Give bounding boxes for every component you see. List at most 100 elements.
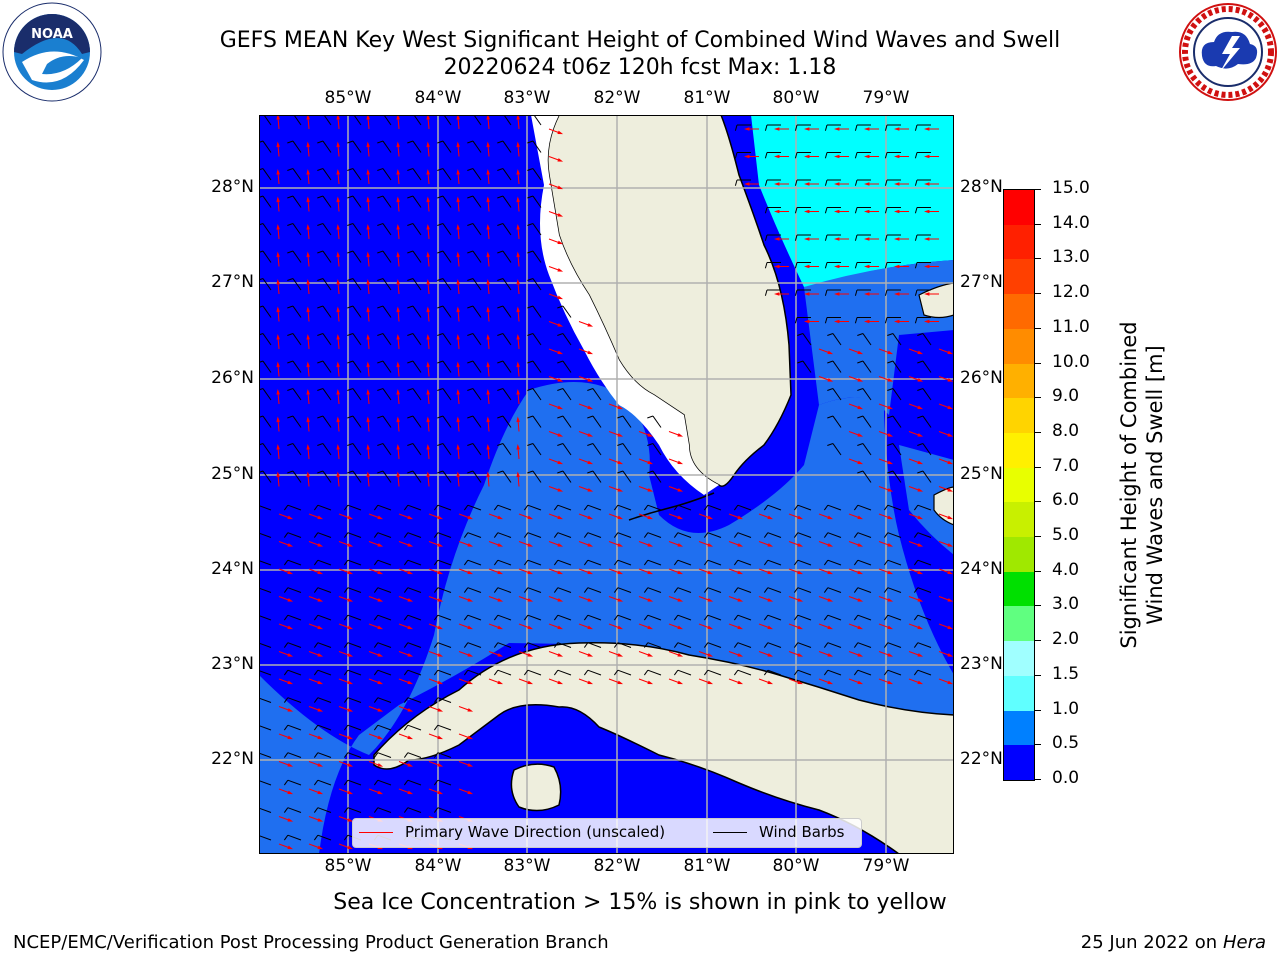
wave-arrow-head	[677, 460, 684, 465]
wind-barb	[412, 360, 422, 373]
wave-arrow-head	[894, 237, 900, 241]
wave-arrow-head	[587, 350, 594, 355]
wind-barb-flag	[797, 360, 804, 364]
wave-arrow-head	[887, 378, 894, 382]
wind-barb	[862, 333, 872, 346]
wind-barb-flag	[583, 669, 589, 676]
wind-barb-flag	[854, 289, 858, 296]
wind-barb-flag	[467, 360, 474, 364]
wave-arrow-head	[797, 543, 804, 547]
wind-barb-flag	[917, 415, 924, 419]
wave-arrow-head	[857, 570, 864, 575]
wind-barb-flag	[493, 614, 499, 621]
wind-barb	[707, 587, 722, 593]
wind-barb-flag	[497, 168, 504, 172]
wave-arrow-head	[366, 115, 370, 120]
colorbar-segment	[1004, 363, 1034, 399]
wind-barb-flag	[283, 752, 289, 758]
wind-barb-flag	[703, 642, 709, 648]
wind-barb-flag	[613, 587, 619, 593]
wind-barb	[262, 415, 272, 428]
colorbar-segment	[1004, 502, 1034, 538]
wind-barb	[827, 587, 842, 593]
wave-arrow-head	[456, 169, 460, 175]
wind-barb	[917, 642, 932, 648]
wave-arrow-head	[774, 127, 780, 131]
wind-barb-flag	[287, 360, 294, 364]
colorbar-tick-label: 0.5	[1052, 733, 1080, 754]
wave-arrow-head	[677, 598, 684, 602]
wind-barb	[827, 532, 842, 538]
wave-arrow-head	[887, 543, 894, 547]
wind-barb	[647, 587, 662, 593]
wind-barb-flag	[497, 278, 504, 282]
wind-barb-flag	[287, 250, 294, 254]
wave-arrow-head	[887, 598, 894, 602]
wind-barb	[287, 669, 302, 676]
wind-barb-flag	[407, 140, 414, 144]
wind-barb-flag	[497, 305, 504, 309]
wave-arrow-head	[887, 653, 894, 657]
wind-barb-flag	[403, 724, 409, 731]
wind-barb-flag	[403, 532, 409, 538]
wind-barb	[562, 333, 572, 346]
wave-arrow-head	[864, 182, 870, 186]
wind-barb-flag	[734, 152, 738, 159]
wind-barb-flag	[553, 532, 559, 538]
wind-barb-flag	[557, 415, 564, 419]
lon-label-top: 84°W	[414, 88, 462, 108]
wind-barb-flag	[259, 415, 264, 418]
wave-arrow-head	[827, 378, 834, 382]
wind-barb-flag	[317, 195, 324, 199]
wind-barb-flag	[433, 779, 439, 786]
wind-barb-flag	[857, 470, 864, 474]
wind-barb-flag	[857, 333, 864, 337]
wave-arrow-head	[407, 570, 414, 575]
wave-arrow-head	[347, 763, 354, 767]
wave-arrow-head	[306, 334, 310, 340]
wave-arrow-head	[774, 292, 780, 296]
wind-barb	[382, 360, 392, 373]
lon-label-bottom: 81°W	[683, 856, 731, 876]
wind-barb	[472, 223, 482, 236]
colorbar-tick-label: 8.0	[1052, 420, 1080, 441]
wind-barb	[347, 779, 362, 786]
colorbar-segment	[1004, 432, 1034, 468]
wind-barb	[292, 250, 302, 263]
wind-barb	[502, 250, 512, 263]
wave-arrow-head	[377, 708, 384, 712]
wind-barb-flag	[463, 642, 469, 648]
wind-barb	[262, 443, 272, 456]
wave-arrow-head	[677, 433, 684, 437]
wind-barb-flag	[733, 504, 739, 511]
wind-barb	[442, 415, 452, 428]
wave-arrow-head	[737, 680, 744, 685]
wind-barb	[622, 415, 632, 428]
wind-barb-flag	[523, 532, 529, 538]
wind-barb	[317, 834, 332, 841]
wave-arrow-head	[437, 653, 444, 657]
wind-barb	[472, 278, 482, 291]
wave-arrow-head	[456, 444, 460, 450]
wind-barb-flag	[437, 333, 444, 337]
wind-barb	[317, 697, 332, 703]
wind-barb	[887, 559, 902, 566]
wind-barb	[887, 614, 902, 621]
wind-barb-flag	[497, 415, 504, 419]
wave-arrow-head	[677, 653, 684, 657]
wind-barb	[259, 780, 272, 786]
wind-barb-flag	[317, 443, 324, 447]
wave-arrow-head	[396, 169, 400, 175]
wind-barb	[892, 415, 902, 428]
wave-arrow-head	[894, 264, 900, 269]
wind-barb	[377, 697, 392, 703]
colorbar-tick-mark	[1035, 744, 1041, 746]
wind-barb-flag	[313, 587, 319, 593]
wave-arrow-head	[426, 169, 430, 175]
wind-barb	[322, 223, 332, 236]
wind-barb-flag	[883, 669, 889, 676]
wind-barb-flag	[317, 360, 324, 364]
wind-barb-flag	[643, 642, 649, 648]
wind-barb-flag	[467, 470, 474, 474]
wind-barb-flag	[733, 669, 739, 676]
